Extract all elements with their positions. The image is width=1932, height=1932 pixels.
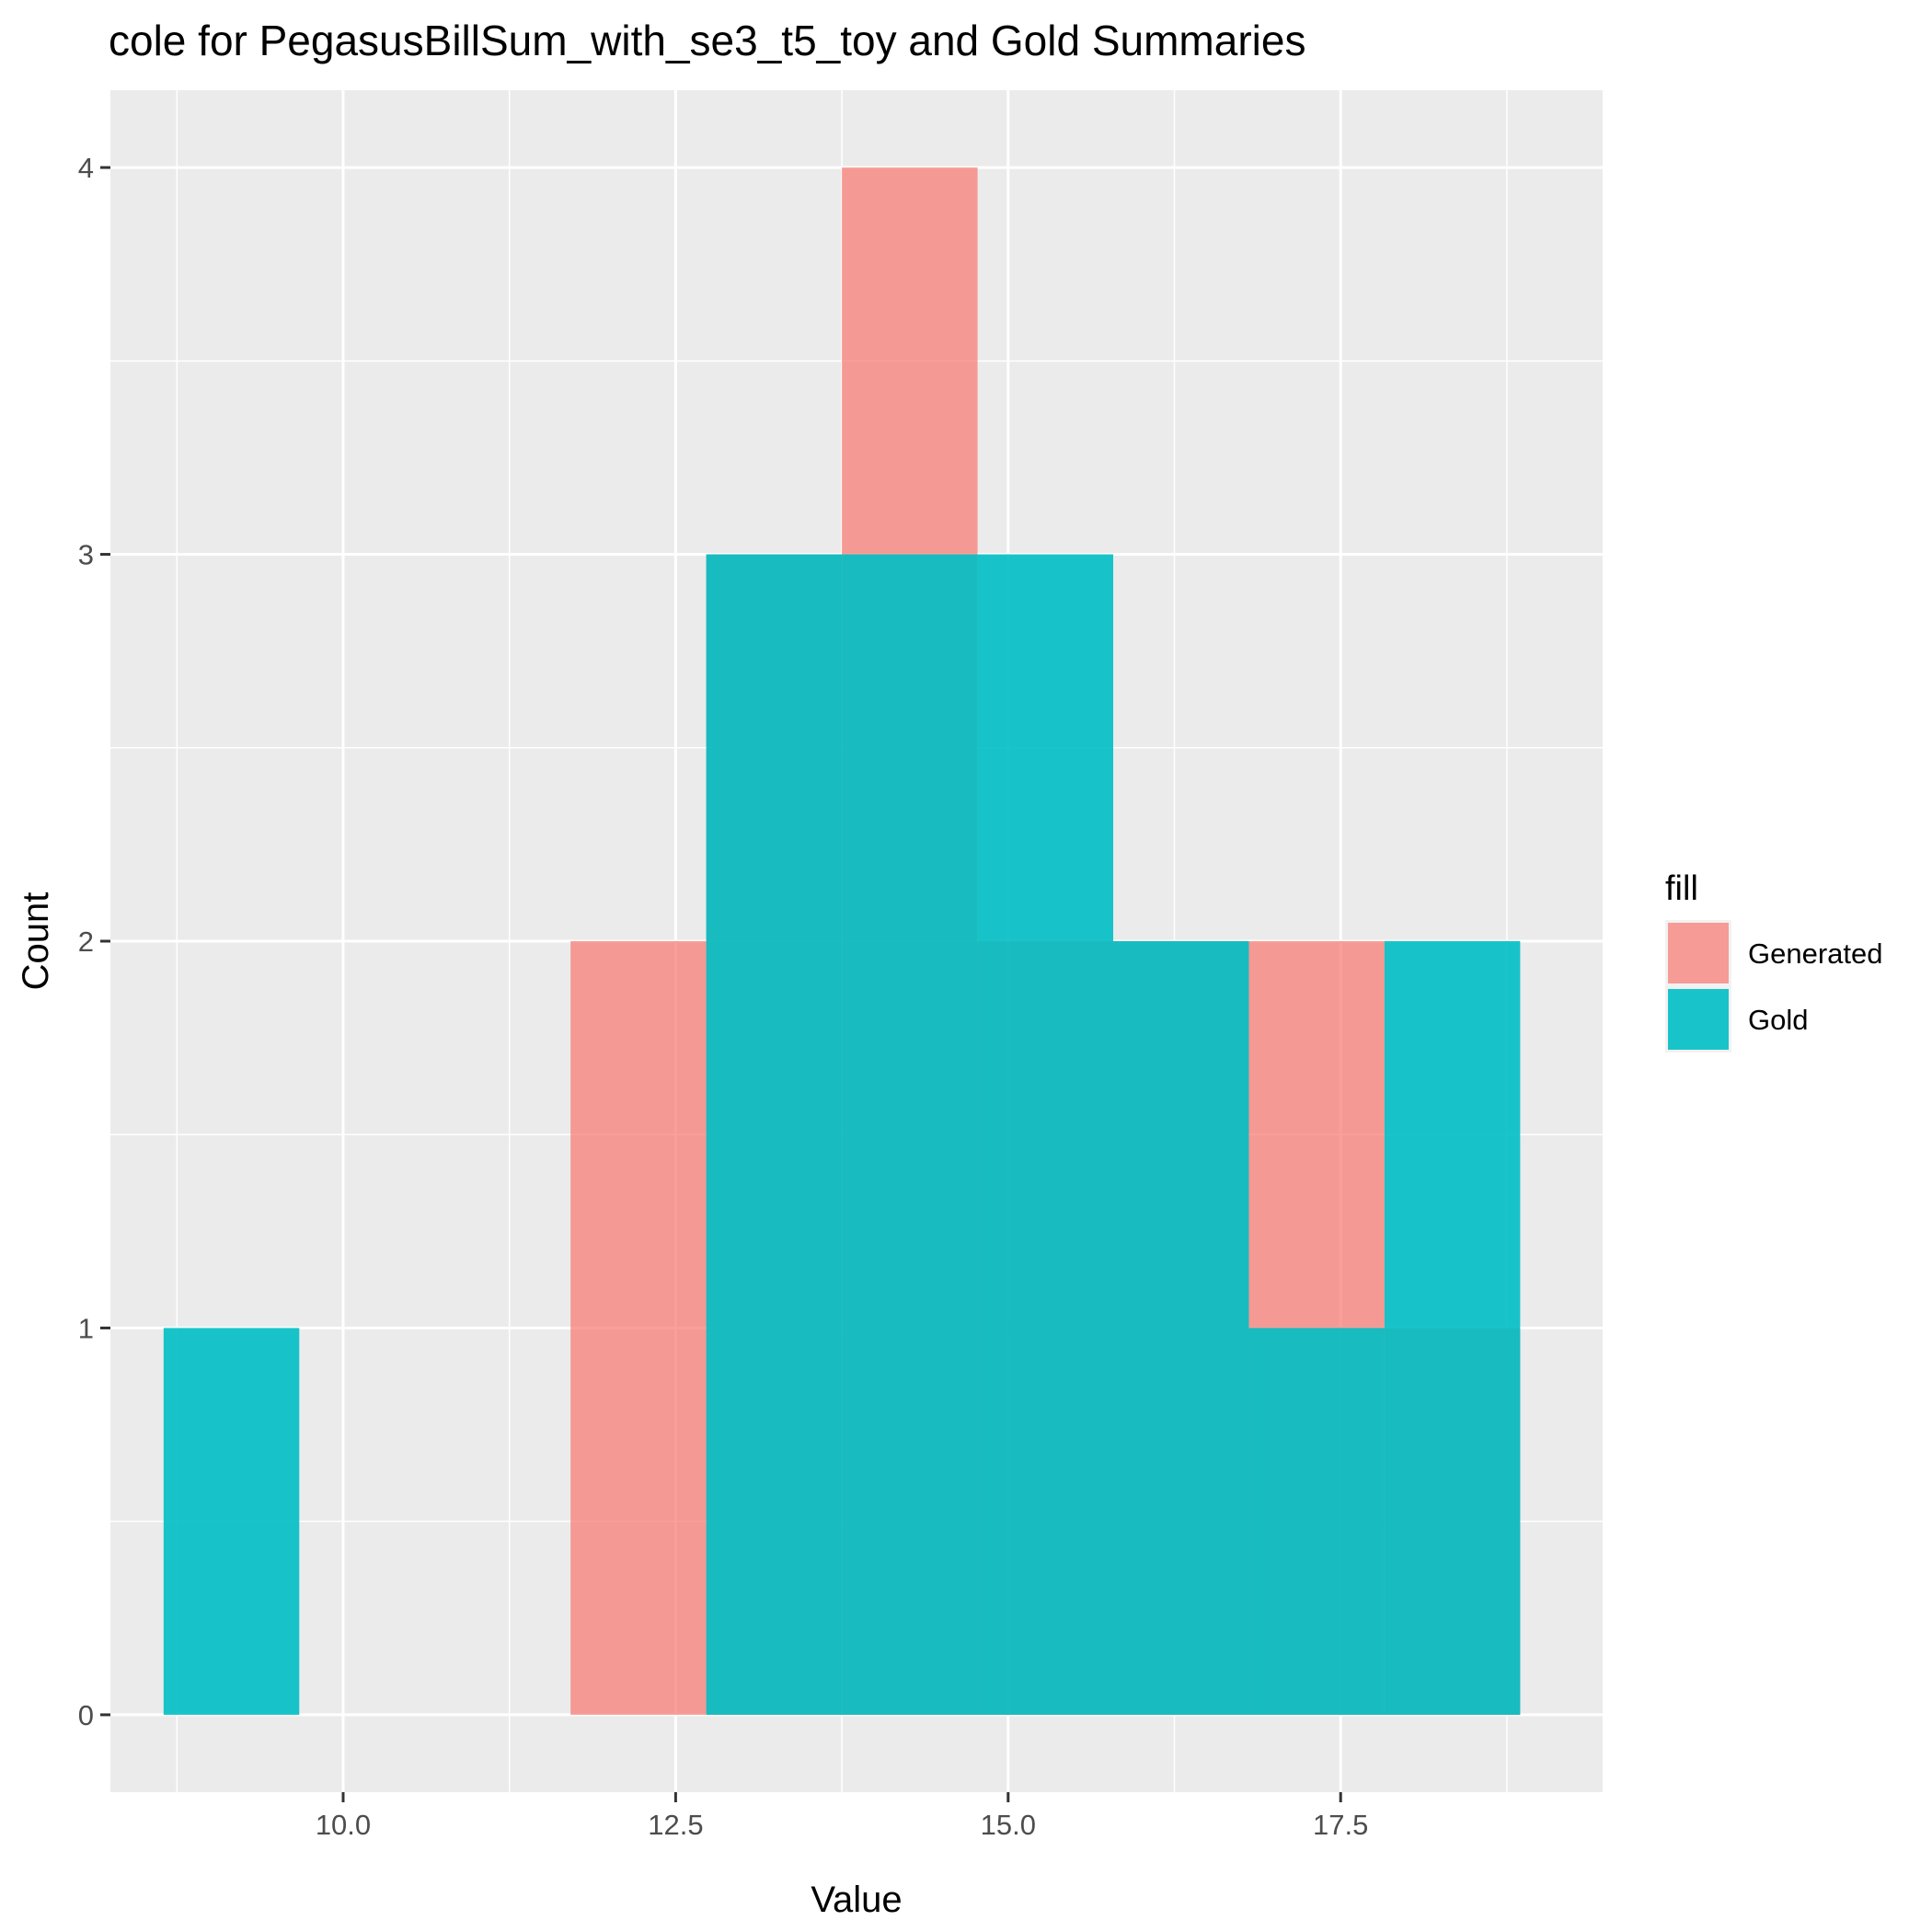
y-tick-label: 0: [78, 1699, 94, 1731]
gold-bar: [1113, 941, 1249, 1715]
legend-label-gold: Gold: [1748, 1004, 1808, 1036]
gold-bars: [163, 554, 1521, 1715]
chart-title: cole for PegasusBillSum_with_se3_t5_toy …: [109, 17, 1305, 64]
gold-bar: [706, 554, 843, 1715]
y-axis-title: Count: [16, 892, 56, 991]
legend-key-gold: [1668, 989, 1729, 1050]
x-tick-label: 15.0: [981, 1809, 1036, 1841]
y-tick-label: 2: [78, 926, 94, 958]
legend-key-generated: [1668, 923, 1729, 983]
y-tick-label: 4: [78, 152, 94, 184]
y-tick-label: 3: [78, 539, 94, 571]
generated-bar: [570, 941, 707, 1715]
gold-bar: [977, 554, 1114, 1715]
gold-bar: [163, 1328, 300, 1715]
gold-bar: [842, 554, 978, 1715]
x-axis-title: Value: [811, 1880, 902, 1920]
gold-bar: [1248, 1328, 1385, 1715]
x-tick-label: 17.5: [1313, 1809, 1368, 1841]
x-axis: 10.0 12.5 15.0 17.5: [316, 1792, 1368, 1841]
legend-title: fill: [1665, 869, 1698, 908]
y-tick-label: 1: [78, 1312, 94, 1344]
x-tick-label: 12.5: [648, 1809, 703, 1841]
legend: fill Generated Gold: [1665, 869, 1883, 1052]
legend-label-generated: Generated: [1748, 937, 1883, 970]
y-axis: 0 1 2 3 4: [78, 152, 110, 1731]
gold-bar: [1384, 941, 1521, 1715]
x-tick-label: 10.0: [316, 1809, 371, 1841]
